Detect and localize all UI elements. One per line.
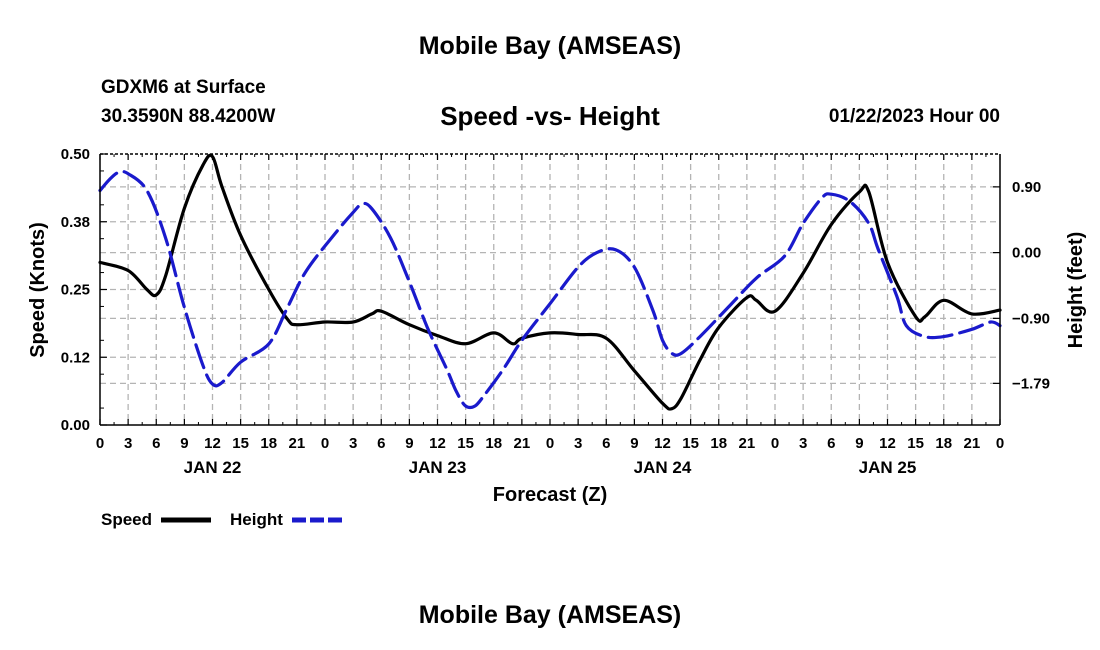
series-line-speed [98, 153, 1002, 411]
grid [100, 154, 1000, 425]
x-tick-label: 12 [654, 435, 671, 452]
x-tick-label: 18 [260, 435, 277, 452]
legend-label-height: Height [230, 510, 283, 529]
x-tick-label: 3 [349, 435, 357, 452]
y-left-tick-label: 0.50 [61, 146, 90, 163]
y-axis-right-label: Height (feet) [1065, 232, 1087, 349]
x-tick-label: 3 [574, 435, 582, 452]
x-tick-label: 3 [799, 435, 807, 452]
x-tick-label: 12 [429, 435, 446, 452]
series-line-height [98, 169, 1002, 410]
x-tick-label: 21 [289, 435, 306, 452]
series-lines [98, 153, 1002, 411]
x-tick-label: 9 [855, 435, 863, 452]
legend-label-speed: Speed [101, 510, 152, 529]
date-label: JAN 24 [634, 458, 692, 477]
x-tick-label: 15 [682, 435, 699, 452]
footer-title: Mobile Bay (AMSEAS) [418, 601, 682, 629]
y-left-tick-label: 0.25 [61, 282, 90, 299]
x-tick-label: 0 [546, 435, 554, 452]
x-tick-label: 15 [907, 435, 924, 452]
x-tick-label: 21 [964, 435, 981, 452]
x-tick-label: 18 [485, 435, 502, 452]
x-tick-label: 12 [204, 435, 221, 452]
x-tick-label: 6 [377, 435, 385, 452]
date-label: JAN 23 [409, 458, 467, 477]
chart-title: Speed -vs- Height [440, 101, 660, 131]
x-tick-label: 15 [232, 435, 249, 452]
x-tick-label: 12 [879, 435, 896, 452]
legend: Speed Height [101, 510, 342, 529]
x-tick-label: 15 [457, 435, 474, 452]
date-label: JAN 22 [184, 458, 242, 477]
x-tick-label: 6 [602, 435, 610, 452]
x-tick-label: 6 [152, 435, 160, 452]
x-tick-label: 18 [935, 435, 952, 452]
y-right-tick-label: −0.90 [1012, 310, 1050, 327]
y-left-tick-label: 0.12 [61, 349, 90, 366]
x-tick-label: 3 [124, 435, 132, 452]
station-label: GDXM6 at Surface [101, 77, 266, 98]
x-axis-label: Forecast (Z) [493, 484, 607, 506]
x-tick-label: 21 [739, 435, 756, 452]
x-tick-label: 18 [710, 435, 727, 452]
x-tick-label: 9 [180, 435, 188, 452]
axis-labels: Forecast (Z) Speed (Knots) Height (feet) [27, 222, 1087, 506]
date-label: JAN 25 [859, 458, 917, 477]
x-tick-label: 9 [405, 435, 413, 452]
speed-height-chart: 0 3 6 9 12 15 18 21 0 3 6 9 12 15 18 21 0 3 6 9 12 15 18 21 0 3 6 9… [27, 146, 1087, 529]
x-tick-label: 0 [996, 435, 1004, 452]
x-tick-label: 6 [827, 435, 835, 452]
datetime-label: 01/22/2023 Hour 00 [828, 106, 1000, 127]
y-right-tick-label: −1.79 [1012, 375, 1050, 392]
x-tick-label: 9 [630, 435, 638, 452]
y-axis-left-label: Speed (Knots) [27, 222, 49, 358]
axes: 0 3 6 9 12 15 18 21 0 3 6 9 12 15 18 21 0 3 6 9 12 15 18 21 0 3 6 9… [61, 146, 1050, 477]
page-title: Mobile Bay (AMSEAS) [418, 32, 682, 60]
y-right-tick-label: 0.00 [1012, 245, 1041, 262]
x-tick-label: 0 [321, 435, 329, 452]
y-left-tick-label: 0.00 [61, 417, 90, 434]
coordinates-label: 30.3590N 88.4200W [101, 106, 276, 127]
y-left-tick-label: 0.38 [61, 214, 90, 231]
x-tick-label: 0 [771, 435, 779, 452]
x-tick-label: 0 [96, 435, 104, 452]
x-tick-label: 21 [514, 435, 531, 452]
y-right-tick-label: 0.90 [1012, 179, 1041, 196]
